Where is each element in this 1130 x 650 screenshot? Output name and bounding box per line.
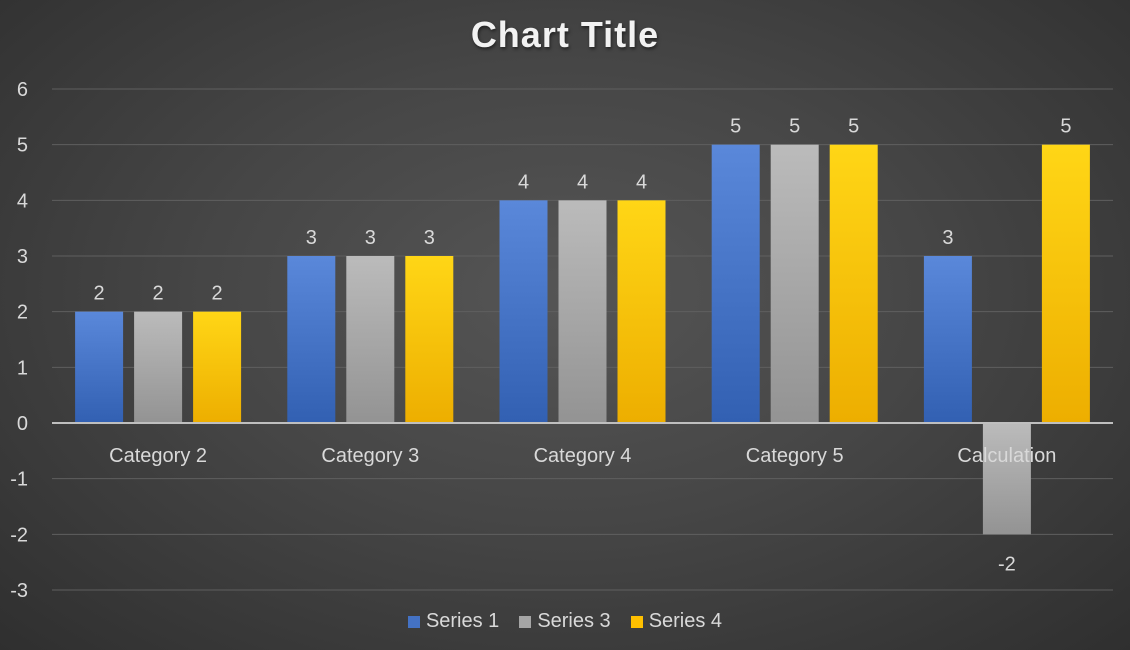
x-tick-label: Category 4: [534, 445, 632, 467]
data-label: 2: [212, 283, 223, 305]
data-label: 4: [577, 171, 588, 193]
y-tick-label: -3: [10, 580, 28, 602]
legend-swatch: [407, 615, 420, 628]
data-label: 3: [942, 227, 953, 249]
legend-item: Series 1: [407, 610, 500, 633]
data-label: 2: [153, 283, 164, 305]
y-tick-label: 6: [17, 79, 28, 101]
x-tick-label: Calculation: [957, 445, 1056, 467]
bar-series-3: [770, 144, 819, 423]
legend-label: Series 3: [537, 610, 611, 632]
bar-series-4: [193, 311, 242, 423]
y-tick-label: -1: [10, 469, 28, 491]
y-tick-label: 1: [17, 357, 28, 379]
bars: [75, 144, 1090, 535]
bar-series-3: [982, 423, 1031, 535]
data-label: 5: [1060, 116, 1071, 138]
x-tick-label: Category 5: [746, 445, 844, 467]
bar-series-1: [499, 200, 548, 423]
data-label: 4: [636, 171, 647, 193]
y-tick-label: 4: [17, 190, 28, 212]
legend-item: Series 3: [519, 610, 611, 633]
x-tick-label: Category 3: [321, 445, 419, 467]
bar-series-3: [558, 200, 607, 423]
bar-series-3: [134, 311, 183, 423]
data-label: 5: [730, 116, 741, 138]
bar-series-3: [346, 256, 395, 423]
data-label: 5: [848, 116, 859, 138]
y-tick-label: 0: [17, 413, 28, 435]
x-axis-labels: Category 2 Category 3 Category 4 Category 5…: [109, 445, 1056, 467]
legend-label: Series 1: [425, 610, 500, 632]
bar-series-1: [711, 144, 760, 423]
data-label: 3: [365, 227, 376, 249]
legend: Series 1 Series 3 Series 4: [0, 610, 1130, 633]
bar-series-1: [287, 256, 336, 423]
legend-item: Series 4: [630, 610, 723, 633]
data-label: 5: [789, 116, 800, 138]
y-tick-label: 5: [17, 135, 28, 157]
data-label: 3: [424, 227, 435, 249]
bar-series-4: [829, 144, 878, 423]
legend-swatch: [519, 615, 532, 628]
bar-series-4: [405, 256, 454, 423]
legend-label: Series 4: [648, 610, 723, 632]
x-tick-label: Category 2: [109, 445, 207, 467]
data-label: 3: [306, 227, 317, 249]
bar-series-4: [617, 200, 666, 423]
bar-series-4: [1041, 144, 1090, 423]
y-axis: 6 5 4 3 2 1 0 -1 -2 -3: [10, 79, 28, 602]
y-tick-label: 3: [17, 246, 28, 268]
data-labels: 2 2 2 3 3 3 4 4 4 5 5 5 3 -2 5: [94, 116, 1072, 576]
y-tick-label: 2: [17, 302, 28, 324]
chart-title: Chart Title: [470, 14, 660, 55]
legend-swatch: [630, 615, 643, 628]
bar-series-1: [923, 256, 972, 423]
y-tick-label: -2: [10, 524, 28, 546]
bar-series-1: [75, 311, 124, 423]
data-label: -2: [998, 553, 1016, 575]
data-label: 2: [94, 283, 105, 305]
data-label: 4: [518, 171, 529, 193]
